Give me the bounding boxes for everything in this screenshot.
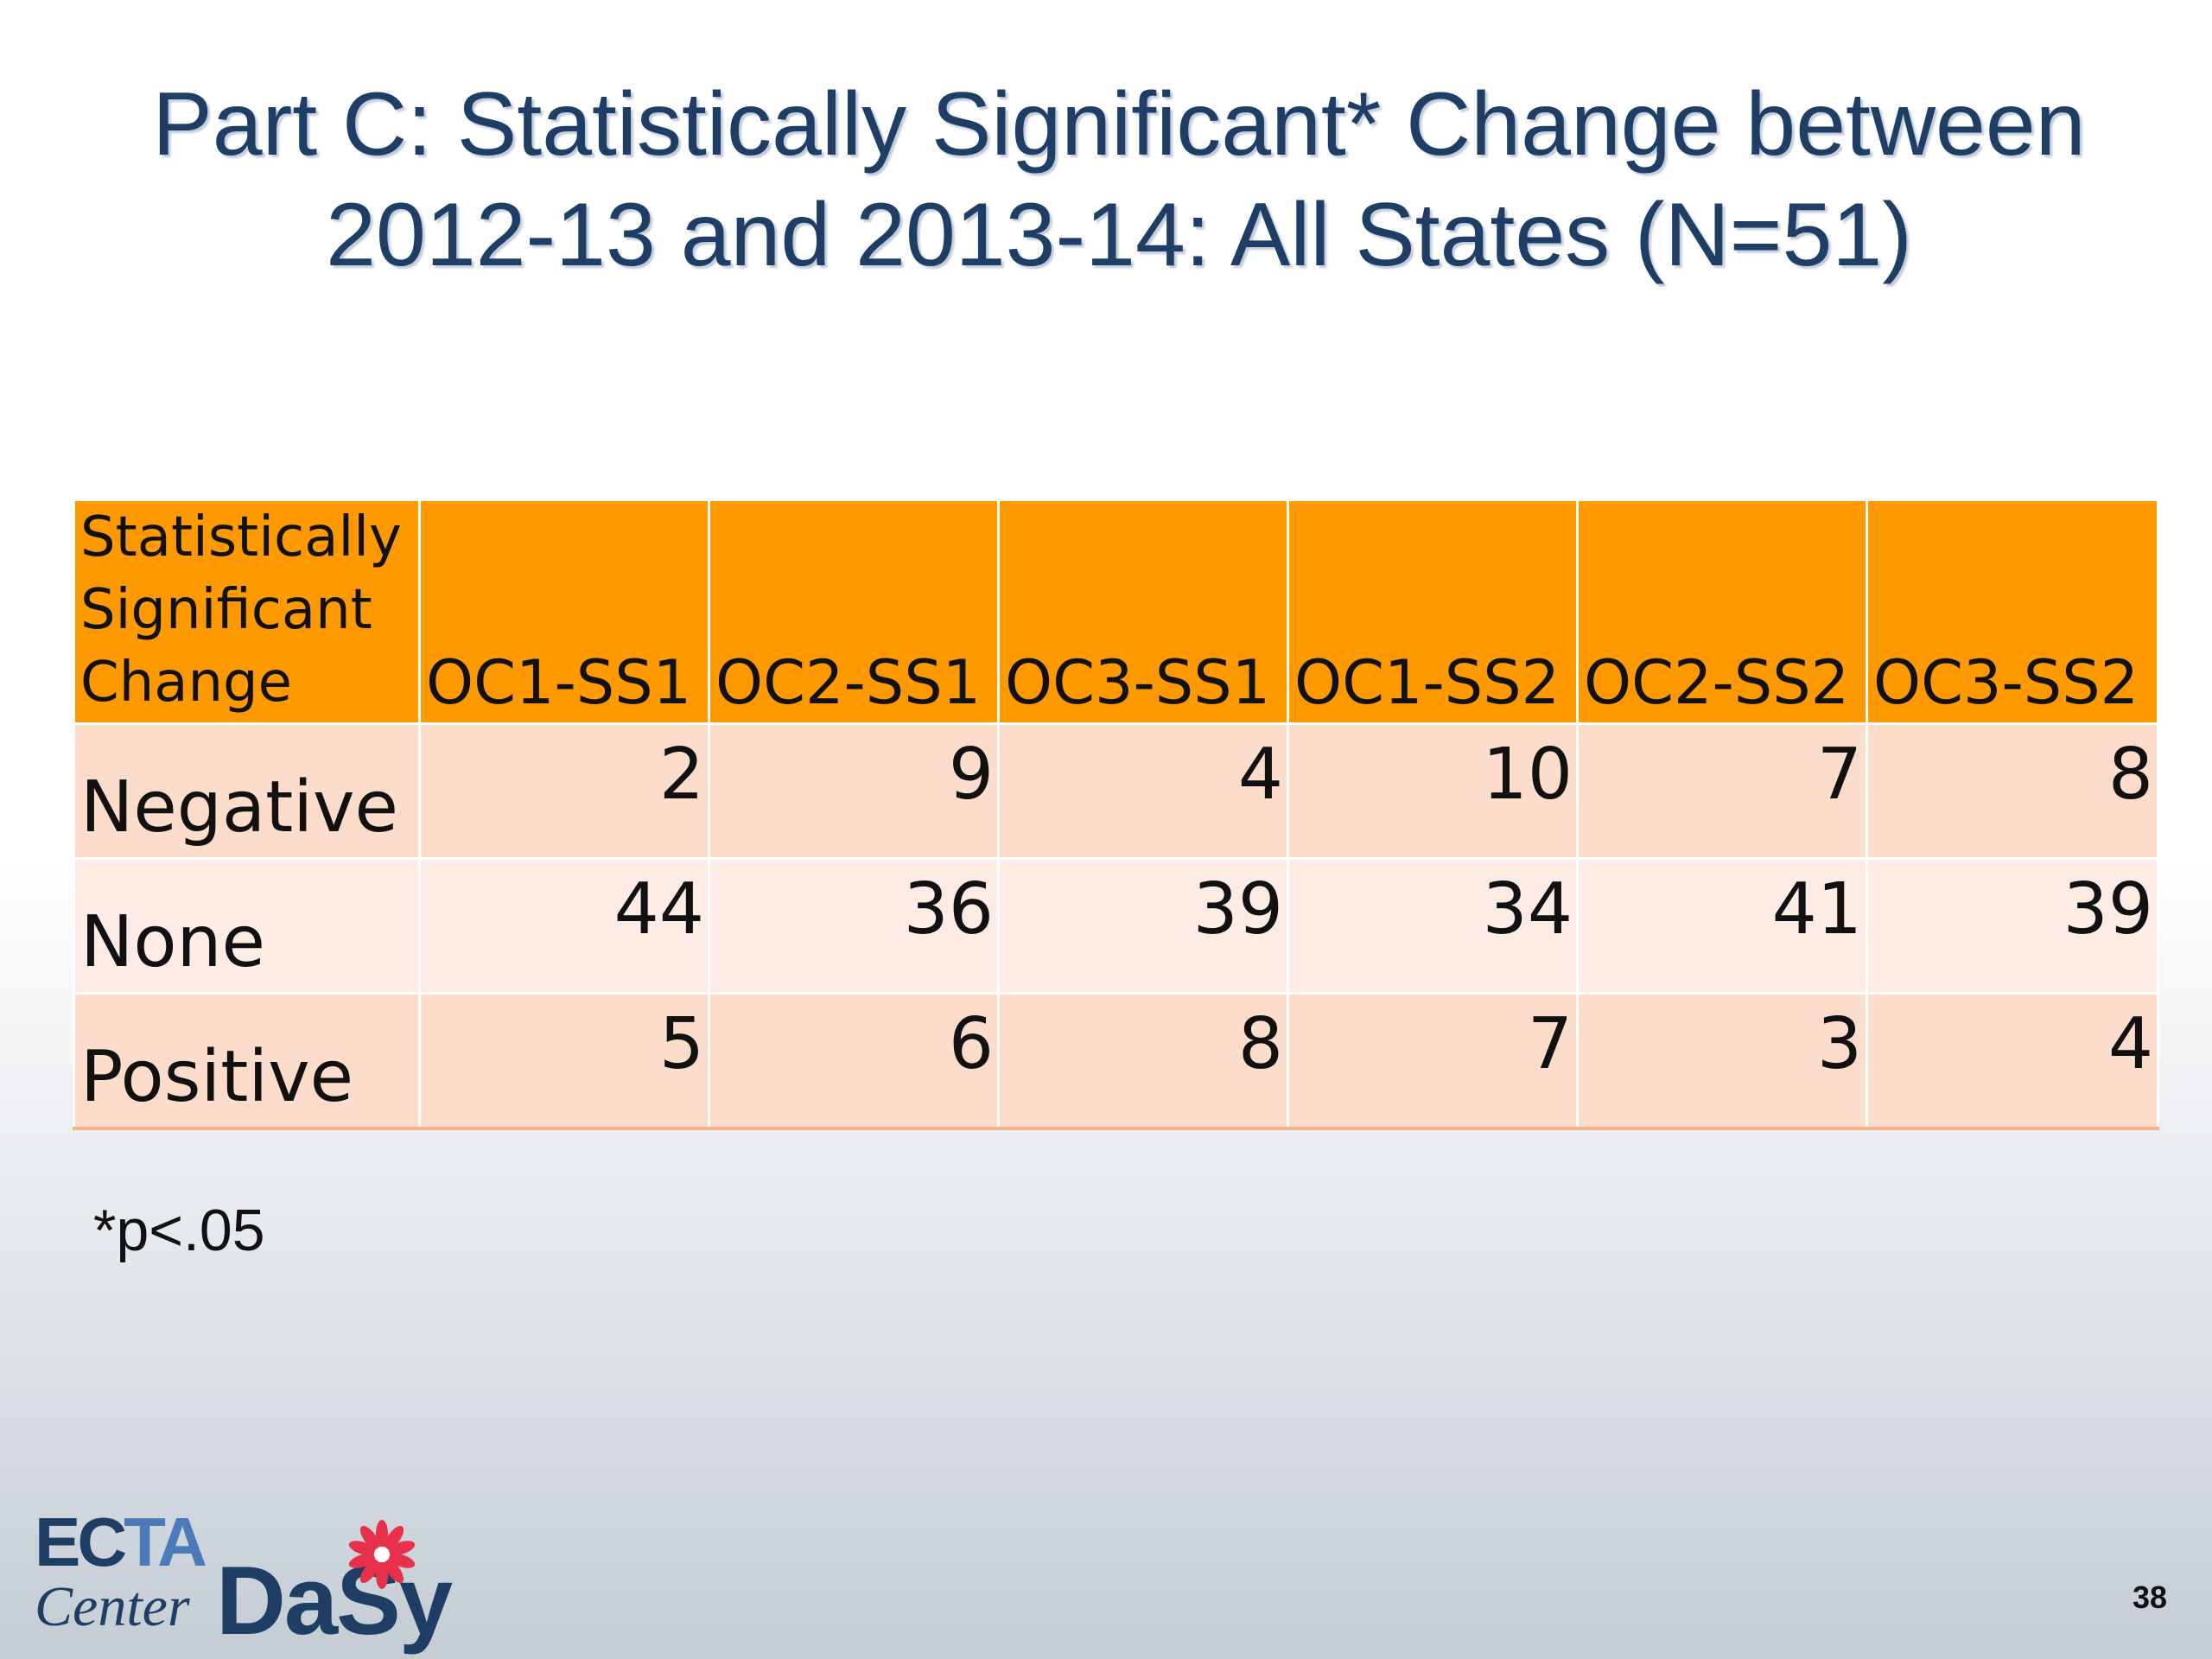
header-cell: OC3-SS2 — [1866, 499, 2159, 725]
table-cell: 5 — [418, 992, 710, 1130]
table-row: None 44 36 39 34 41 39 — [73, 857, 2159, 995]
footnote: *p<.05 — [93, 1198, 265, 1263]
ecta-dasy-logo: ECTA Center DaSy — [35, 1508, 453, 1655]
table-header-row: Statistically Significant Change OC1-SS1… — [73, 499, 2159, 725]
row-label: None — [73, 857, 421, 995]
table-cell: 8 — [997, 992, 1289, 1130]
row-label: Positive — [73, 992, 421, 1130]
table-cell: 44 — [418, 857, 710, 995]
table-cell: 36 — [708, 857, 1000, 995]
header-cell: Statistically Significant Change — [73, 499, 421, 725]
table-cell: 39 — [1866, 857, 2159, 995]
table-row: Positive 5 6 8 7 3 4 — [73, 992, 2159, 1130]
table-cell: 9 — [708, 722, 1000, 860]
ecta-logo-ec: EC — [35, 1503, 127, 1580]
page-number: 38 — [2132, 1580, 2167, 1615]
table-cell: 7 — [1287, 992, 1579, 1130]
header-cell: OC1-SS2 — [1287, 499, 1579, 725]
flower-icon — [348, 1520, 416, 1589]
table-cell: 34 — [1287, 857, 1579, 995]
ecta-logo-text: ECTA — [35, 1508, 207, 1577]
header-cell: OC1-SS1 — [418, 499, 710, 725]
table-cell: 7 — [1576, 722, 1868, 860]
header-cell: OC2-SS1 — [708, 499, 1000, 725]
table-cell: 10 — [1287, 722, 1579, 860]
row-label: Negative — [73, 722, 421, 860]
table-cell: 4 — [997, 722, 1289, 860]
table-cell: 4 — [1866, 992, 2159, 1130]
table-cell: 41 — [1576, 857, 1868, 995]
slide-title: Part C: Statistically Significant* Chang… — [69, 69, 2169, 290]
table-row: Negative 2 9 4 10 7 8 — [73, 722, 2159, 860]
center-logo-text: Center — [35, 1575, 190, 1638]
ecta-logo-ta: TA — [124, 1503, 207, 1580]
slide-title-line-2: 2012-13 and 2013-14: All States (N=51) — [326, 185, 1912, 285]
table-cell: 3 — [1576, 992, 1868, 1130]
slide-title-line-1: Part C: Statistically Significant* Chang… — [152, 74, 2086, 175]
results-table: Statistically Significant Change OC1-SS1… — [73, 499, 2159, 1130]
table-cell: 39 — [997, 857, 1289, 995]
table-cell: 8 — [1866, 722, 2159, 860]
table-cell: 2 — [418, 722, 710, 860]
table-cell: 6 — [708, 992, 1000, 1130]
header-cell: OC2-SS2 — [1576, 499, 1868, 725]
header-cell: OC3-SS1 — [997, 499, 1289, 725]
